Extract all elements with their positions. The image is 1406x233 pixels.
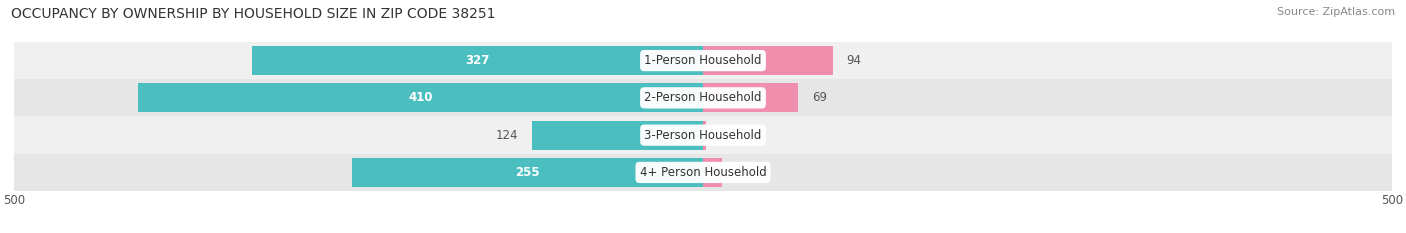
Text: 94: 94 (846, 54, 862, 67)
Text: 327: 327 (465, 54, 489, 67)
Text: Source: ZipAtlas.com: Source: ZipAtlas.com (1277, 7, 1395, 17)
Text: 255: 255 (515, 166, 540, 179)
Text: 69: 69 (811, 91, 827, 104)
Bar (352, 158, 703, 187)
Text: OCCUPANCY BY OWNERSHIP BY HOUSEHOLD SIZE IN ZIP CODE 38251: OCCUPANCY BY OWNERSHIP BY HOUSEHOLD SIZE… (11, 7, 496, 21)
Bar (14, 116, 1392, 154)
Text: 124: 124 (496, 129, 519, 142)
Text: 1-Person Household: 1-Person Household (644, 54, 762, 67)
Text: 3-Person Household: 3-Person Household (644, 129, 762, 142)
Text: 2: 2 (720, 129, 727, 142)
Bar (14, 154, 1392, 191)
Bar (703, 83, 799, 112)
Bar (703, 46, 832, 75)
Bar (703, 121, 706, 150)
Bar (703, 158, 723, 187)
Text: 14: 14 (737, 166, 751, 179)
Bar (138, 83, 703, 112)
Text: 2-Person Household: 2-Person Household (644, 91, 762, 104)
Text: 410: 410 (408, 91, 433, 104)
Bar (531, 121, 703, 150)
Bar (14, 79, 1392, 116)
Bar (14, 42, 1392, 79)
Text: 4+ Person Household: 4+ Person Household (640, 166, 766, 179)
Bar (253, 46, 703, 75)
